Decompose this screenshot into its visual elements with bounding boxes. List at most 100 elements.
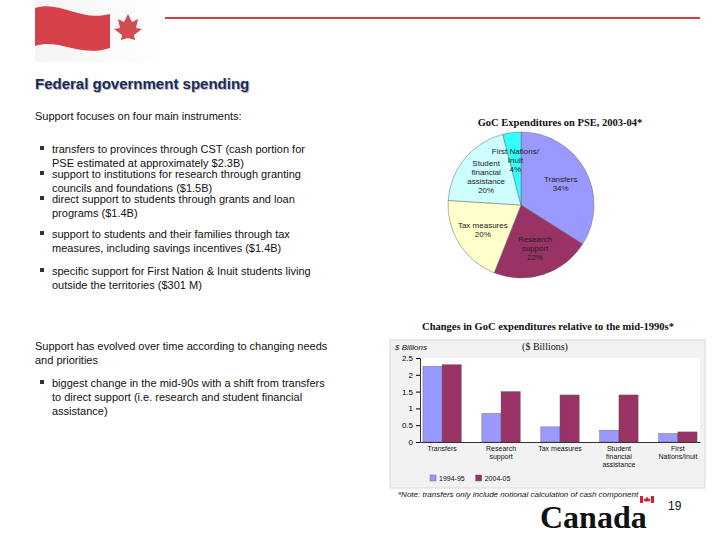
pie-label-line: Transfers xyxy=(544,175,578,184)
bullet-square xyxy=(40,171,44,175)
tick: 0 xyxy=(409,438,420,447)
flag-bar xyxy=(651,496,654,503)
legend-label: 1994-95 xyxy=(439,475,465,482)
bar xyxy=(600,430,619,442)
pie-value-label: 22% xyxy=(527,253,543,262)
bars xyxy=(423,365,697,442)
bar xyxy=(501,392,520,442)
page-number: 19 xyxy=(668,499,682,513)
bullet-square xyxy=(40,268,44,272)
legend: 1994-95 2004-05 xyxy=(430,475,510,482)
bullet-text: outside the territories ($301 M) xyxy=(52,279,202,291)
tick-mark xyxy=(416,442,420,443)
tick-mark xyxy=(416,358,420,359)
tick-mark xyxy=(416,375,420,376)
wordmark-flag xyxy=(640,496,654,503)
tick-label-line: Nations/Inuit xyxy=(658,453,697,460)
tick: 0.5 xyxy=(402,421,420,430)
pie-label: Researchsupport22% xyxy=(518,235,552,262)
evolution-text: Support has evolved over time according … xyxy=(35,340,328,352)
tick-mark xyxy=(416,392,420,393)
tick-label-line: First xyxy=(671,445,685,452)
chart-area xyxy=(390,340,705,488)
bar xyxy=(619,395,638,442)
tick-label: Transfers xyxy=(427,445,457,452)
tick-label: 2.5 xyxy=(402,354,414,363)
pie-chart: GoC Expenditures on PSE, 2003-04* Transfe… xyxy=(448,117,642,278)
flag-maple xyxy=(114,14,142,40)
legend-swatch xyxy=(430,475,436,481)
pie-label-line: Tax measures xyxy=(458,221,508,230)
flag-red-wave xyxy=(35,6,110,51)
tick-label: Studentfinancialassistance xyxy=(602,445,635,467)
pie-label-line: support xyxy=(522,244,549,253)
bullet-text: to direct support (i.e. research and stu… xyxy=(52,391,302,403)
intro: Support focuses on four main instruments… xyxy=(35,110,242,122)
pie-label-line: First Nations/ xyxy=(492,147,540,156)
flag-bar xyxy=(640,496,643,503)
flag-backdrop xyxy=(35,0,165,62)
tick-label: 0 xyxy=(409,438,414,447)
tick: FirstNations/Inuit xyxy=(658,442,697,460)
bullet-text: support to institutions for research thr… xyxy=(52,168,301,180)
tick: 2 xyxy=(409,371,420,380)
tick-label: 1.5 xyxy=(402,388,414,397)
bar xyxy=(541,427,560,442)
slide: Federal government spendingFederal gover… xyxy=(0,0,720,540)
bar xyxy=(659,434,678,442)
pie-label-line: Student xyxy=(472,159,500,168)
tick-label-line: financial xyxy=(606,453,632,460)
bar xyxy=(423,366,442,442)
bullet-text: biggest change in the mid-90s with a shi… xyxy=(52,377,325,389)
axis-line xyxy=(421,442,701,443)
chart-subtitle: ($ Billions) xyxy=(522,341,568,353)
y-axis: 0 0.5 1 1.5 2 2.5 xyxy=(402,354,421,447)
axis-line xyxy=(416,359,421,443)
title-shadow: Federal government spending xyxy=(36,76,250,93)
bullet-square xyxy=(40,146,44,150)
tick: 2.5 xyxy=(402,354,420,363)
pie-labels: Transfers34% Researchsupport22% Tax measur… xyxy=(458,147,578,262)
pie-slice xyxy=(503,132,521,205)
pie-label: Studentfinancialassistance20% xyxy=(467,159,505,195)
tick-label-line: support xyxy=(489,453,512,461)
tick-label: Tax measures xyxy=(538,445,582,452)
left-text: Support focuses on four main instruments… xyxy=(35,110,328,417)
bullet-text: transfers to provinces through CST (cash… xyxy=(52,143,305,155)
pie-label: Transfers34% xyxy=(544,175,578,193)
pie-label-line: Inuit xyxy=(508,156,524,165)
tick-label: Researchsupport xyxy=(486,445,516,461)
bullet-square xyxy=(40,380,44,384)
bullet-text: programs ($1.4B) xyxy=(52,207,138,219)
tick-label: FirstNations/Inuit xyxy=(658,445,697,460)
bar-chart: Changes in GoC expenditures relative to … xyxy=(390,321,705,488)
y-axis-label: $ Billions xyxy=(394,343,427,352)
pie-label-line: assistance xyxy=(467,177,505,186)
tick-label-line: Research xyxy=(486,445,516,452)
tick: Tax measures xyxy=(538,442,582,452)
tick-mark xyxy=(416,425,420,426)
bullet-text: support to students and their families t… xyxy=(52,228,290,240)
tick-label-line: assistance xyxy=(602,461,635,468)
pie-value-label: 20% xyxy=(475,230,491,239)
legend-label: 2004-05 xyxy=(485,475,511,482)
footnote: *Note: transfers only include notional c… xyxy=(398,490,639,499)
tick-label: 0.5 xyxy=(402,421,414,430)
bullet-square xyxy=(40,231,44,235)
bar xyxy=(482,413,501,442)
plot-area xyxy=(420,358,700,442)
bullet-text: direct support to students through grant… xyxy=(52,193,295,205)
bullet-text: specific support for First Nation & Inui… xyxy=(52,265,311,277)
tick-label: 1 xyxy=(409,404,414,413)
title: Federal government spending xyxy=(35,75,249,92)
chart-title: GoC Expenditures on PSE, 2003-04* xyxy=(478,117,643,128)
evolution-text: and priorities xyxy=(35,354,98,366)
pie-label-line: financial xyxy=(471,168,501,177)
bar xyxy=(560,395,579,442)
pie-slice xyxy=(448,200,521,272)
bullet-text: measures, including savings incentives (… xyxy=(52,242,281,254)
chart-title: Changes in GoC expenditures relative to … xyxy=(422,321,674,332)
legend-swatch xyxy=(476,475,482,481)
pie-value-label: 4% xyxy=(510,165,522,174)
tick-label-line: Transfers xyxy=(427,445,457,452)
